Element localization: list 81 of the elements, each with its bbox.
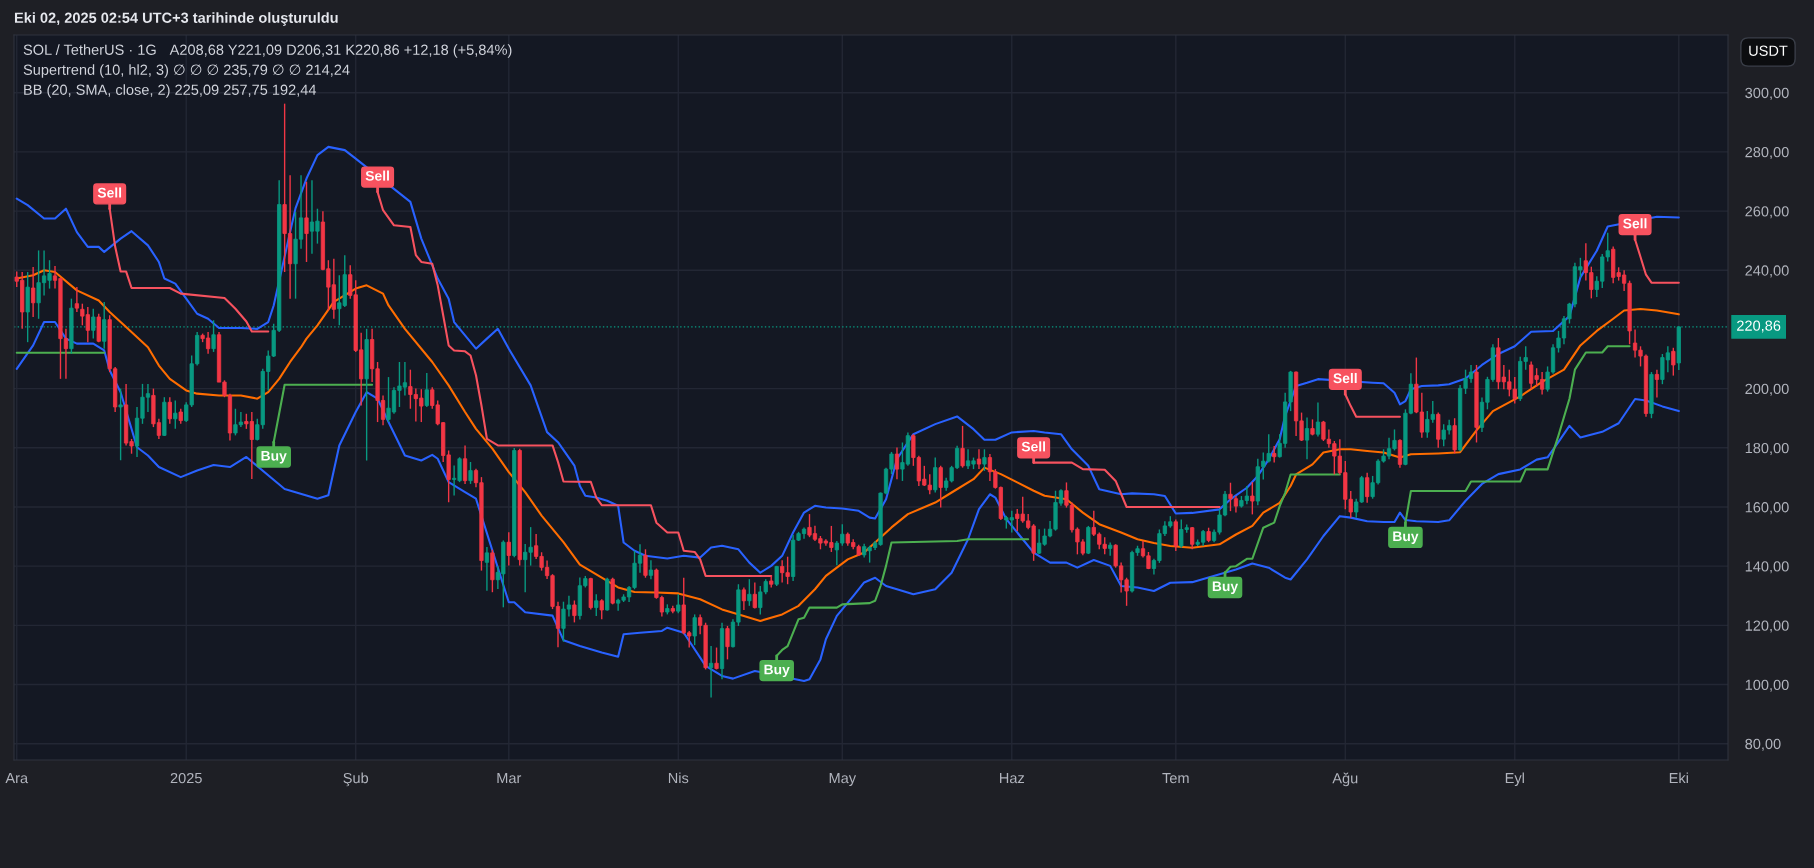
candlestick xyxy=(167,396,172,425)
candlestick xyxy=(1365,471,1370,504)
candlestick xyxy=(594,593,599,617)
line-series xyxy=(15,321,1680,683)
x-tick-label: Ağu xyxy=(1332,772,1358,787)
candlestick xyxy=(506,531,511,567)
chart-title: SOL / TetherUS · 1G xyxy=(23,44,156,55)
candlestick xyxy=(91,308,96,340)
candlestick xyxy=(102,301,107,350)
candlestick xyxy=(484,546,490,592)
candlestick xyxy=(1671,347,1676,377)
ref-line-label: 220,86 xyxy=(1737,320,1781,333)
y-tick-label: 200,00 xyxy=(1745,383,1789,396)
candlestick xyxy=(960,425,965,469)
candlestick xyxy=(599,598,604,620)
y-tick-label: 100,00 xyxy=(1745,679,1789,692)
y-tick-label: 80,00 xyxy=(1745,738,1781,751)
candlestick xyxy=(1250,481,1255,516)
annotation: Buy xyxy=(1212,581,1239,594)
y-tick-label: 180,00 xyxy=(1745,442,1789,455)
candlestick xyxy=(1654,368,1660,399)
candlestick xyxy=(173,399,178,430)
x-tick-label: 2025 xyxy=(170,772,202,784)
text: Eki 02, 2025 02:54 UTC+3 tarihinde oluşturuldu xyxy=(14,12,338,26)
candlestick xyxy=(648,559,654,580)
y-tick-label: 280,00 xyxy=(1745,146,1789,160)
candlestick xyxy=(462,444,468,485)
candlestick xyxy=(938,465,943,509)
y-axis-title: USDT xyxy=(1749,45,1788,56)
candlestick xyxy=(304,181,309,263)
candlestick xyxy=(741,586,746,611)
x-tick-label: Şub xyxy=(343,772,369,787)
candlestick xyxy=(982,448,987,472)
annotation: Supertrend (10, hl2, 3) ∅ ∅ ∅ 235,79 ∅ ∅ 214,24 xyxy=(23,64,350,78)
y-tick-label: 300,00 xyxy=(1745,87,1789,100)
line-series xyxy=(15,145,1680,574)
candlestick xyxy=(31,266,36,318)
candlestick xyxy=(1304,416,1310,461)
candlestick xyxy=(933,456,938,494)
candlestick xyxy=(211,319,216,353)
candlestick xyxy=(708,645,714,699)
annotation: Sell xyxy=(97,187,122,198)
candlestick xyxy=(752,581,757,610)
candlestick xyxy=(725,625,730,661)
candlestick xyxy=(572,599,577,624)
x-tick-label: Eyl xyxy=(1505,772,1524,787)
annotation: Sell xyxy=(365,170,389,181)
candlestick xyxy=(894,446,900,480)
candlestick xyxy=(692,613,697,646)
annotation: Buy xyxy=(261,451,287,464)
candlestick xyxy=(643,548,648,579)
candlestick xyxy=(1397,438,1403,469)
annotation: Sell xyxy=(1333,372,1357,384)
candlestick xyxy=(74,286,79,313)
x-tick-label: May xyxy=(829,773,857,787)
candlestick xyxy=(468,461,473,485)
candlestick xyxy=(610,577,615,606)
candlestick xyxy=(118,387,123,461)
x-tick-label: Tem xyxy=(1162,773,1189,784)
y-tick-label: 160,00 xyxy=(1745,502,1789,515)
x-tick-label: Eki xyxy=(1669,772,1688,784)
y-tick-label: 140,00 xyxy=(1745,561,1789,574)
candlestick xyxy=(747,578,752,607)
candlestick xyxy=(424,372,429,408)
y-tick-label: 260,00 xyxy=(1745,206,1789,219)
candlestick xyxy=(1190,526,1195,551)
y-tick-label: 120,00 xyxy=(1745,620,1789,633)
annotation: BB (20, SMA, close, 2) 225,09 257,75 192,44 xyxy=(24,84,317,98)
annotation: Buy xyxy=(764,664,790,678)
x-tick-label: Mar xyxy=(497,773,522,784)
annotation: A208,68 Y221,09 D206,31 K220,86 +12,18 (+5,84%) xyxy=(169,44,512,58)
annotation: Sell xyxy=(1623,218,1647,229)
x-tick-label: Ara xyxy=(5,773,29,784)
x-tick-label: Nis xyxy=(668,772,689,784)
x-tick-label: Haz xyxy=(1000,773,1025,784)
annotation: Sell xyxy=(1021,441,1046,452)
y-tick-label: 240,00 xyxy=(1745,265,1789,278)
candlestick xyxy=(676,593,681,614)
candlestick xyxy=(1315,401,1321,438)
candlestick xyxy=(976,448,982,470)
annotation: Buy xyxy=(1393,531,1419,544)
